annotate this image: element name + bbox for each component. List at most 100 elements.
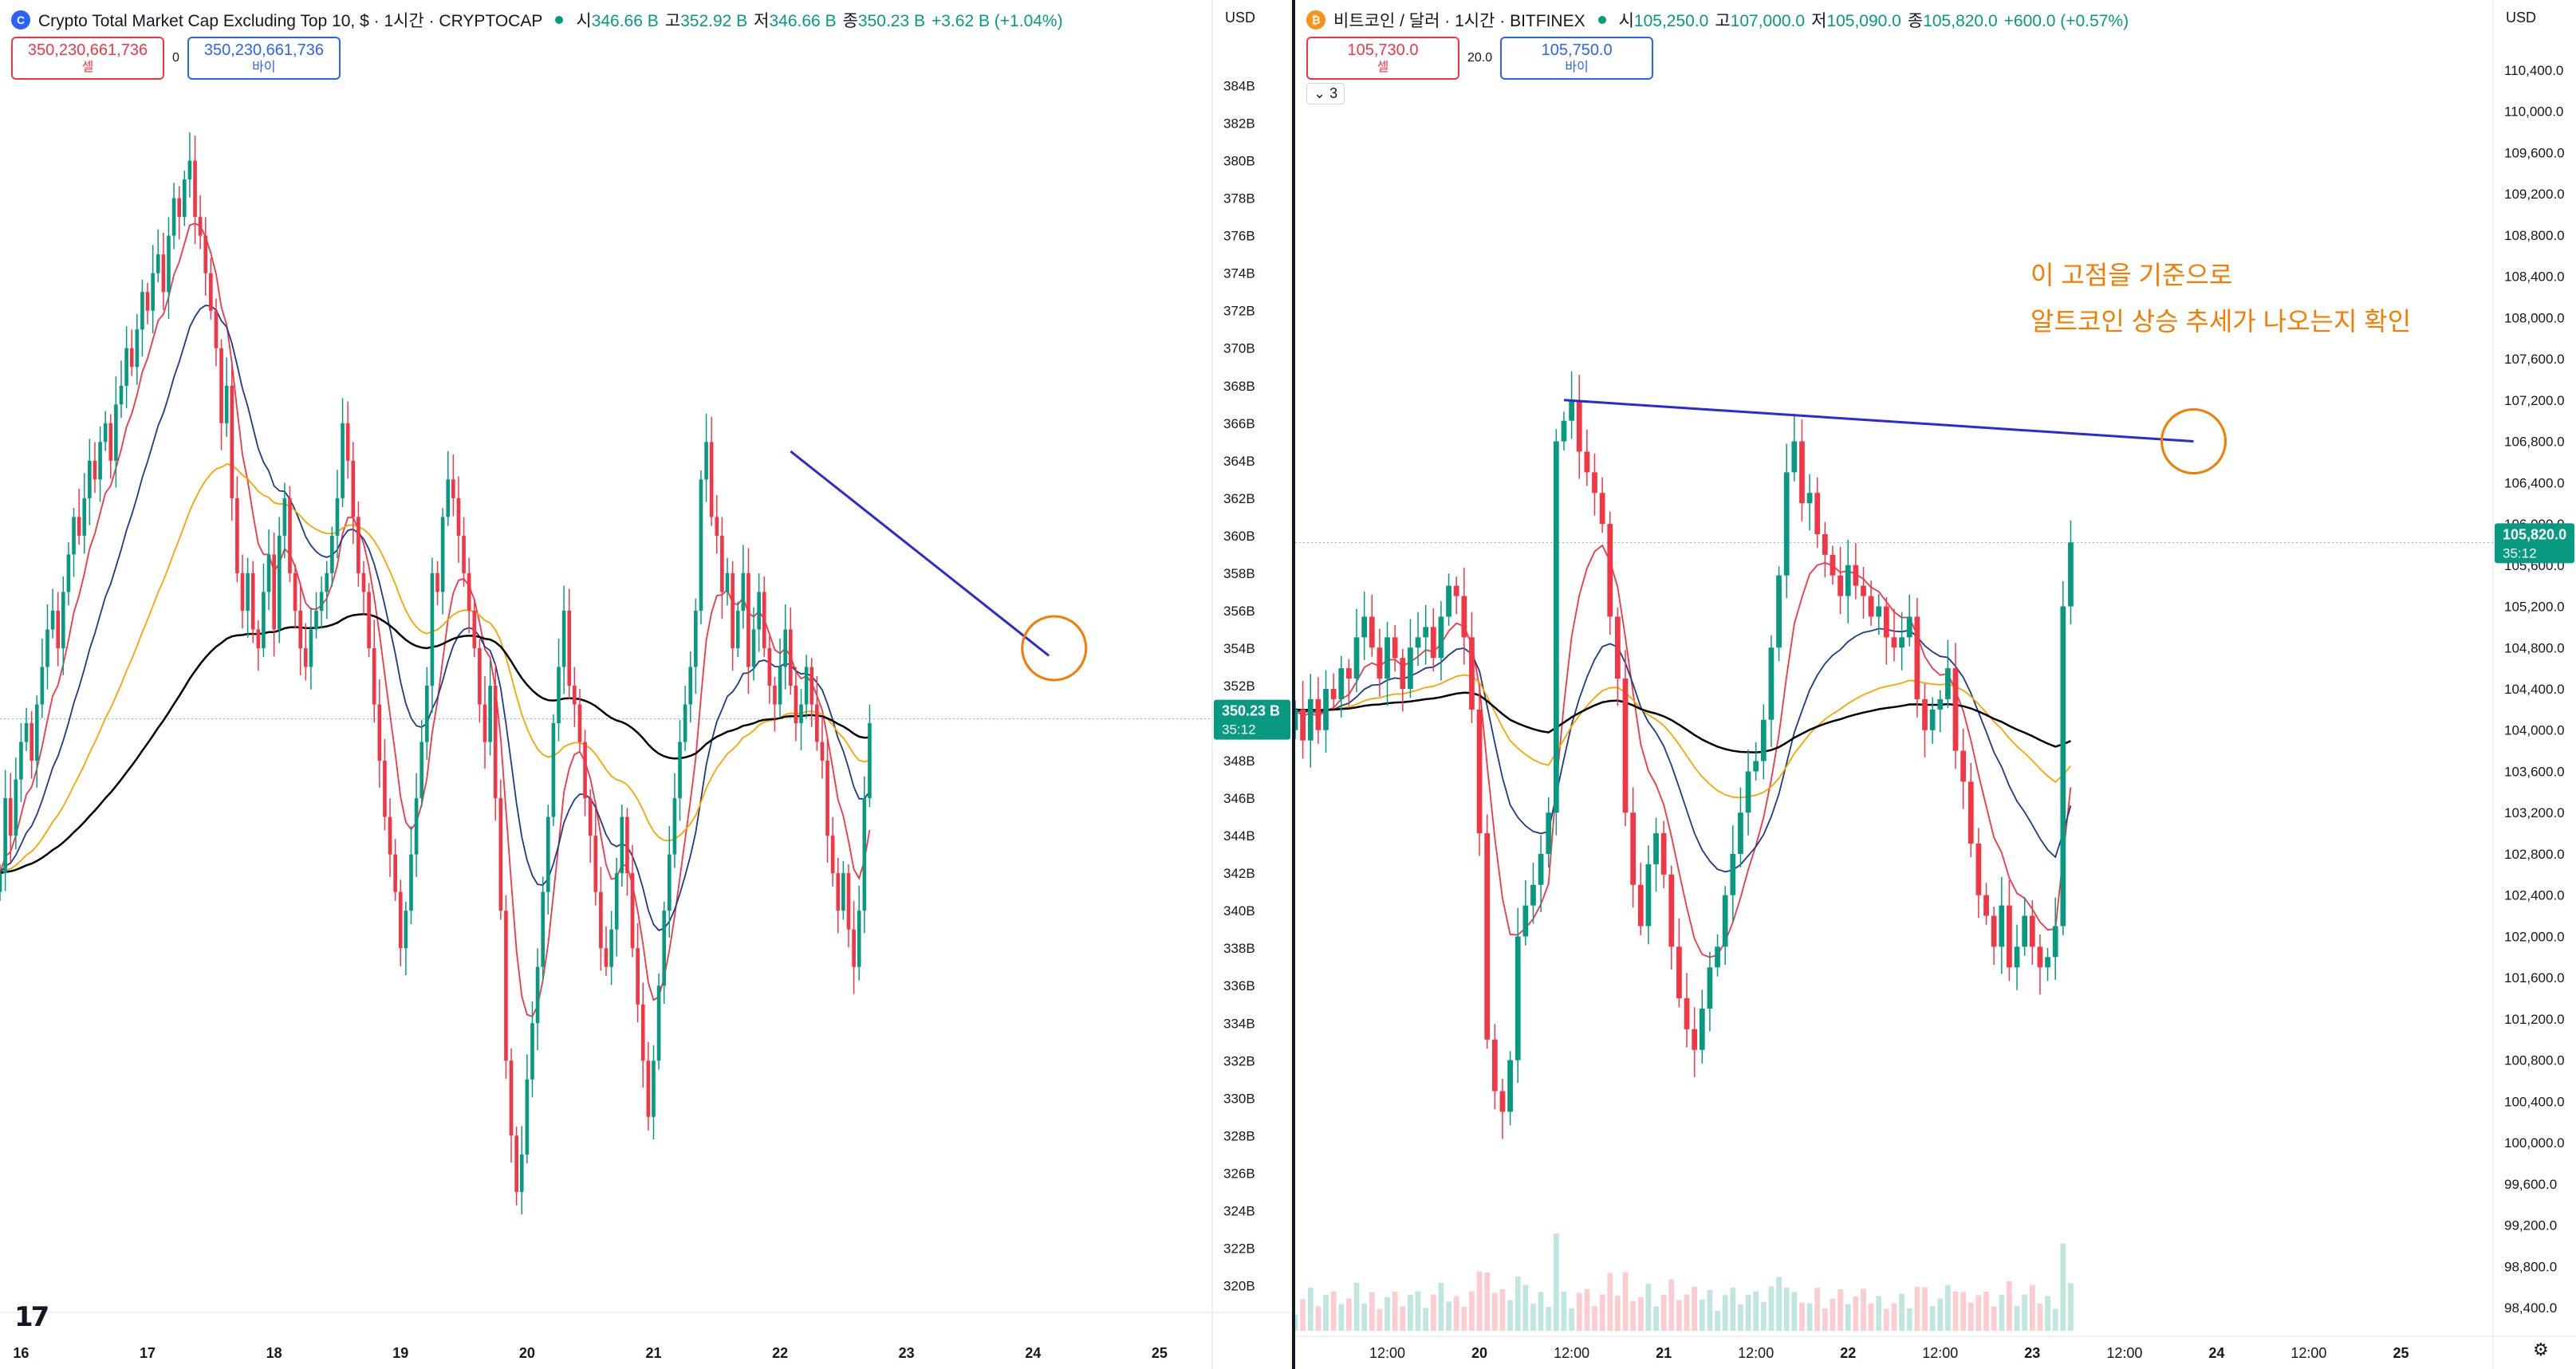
volume-bar — [1830, 1299, 1836, 1331]
left-symbol-title[interactable]: Crypto Total Market Cap Excluding Top 10… — [38, 12, 543, 30]
buy-label: 바이 — [1565, 61, 1589, 74]
buy-price: 350,230,661,736 — [203, 41, 324, 59]
ohlc-value: 352.92 B — [680, 12, 748, 30]
candle-body — [1776, 575, 1782, 648]
candle-body — [2037, 946, 2043, 968]
candle-body — [788, 629, 793, 686]
volume-bar — [1806, 1303, 1813, 1331]
volume-bar — [1668, 1279, 1675, 1331]
right-currency-label[interactable]: USD — [2506, 10, 2537, 26]
candle-body — [725, 572, 730, 592]
candle-body — [409, 854, 413, 911]
candle-body — [219, 348, 223, 423]
candle-body — [1945, 668, 1951, 699]
candle-body — [514, 1135, 518, 1192]
candle-body — [778, 667, 782, 705]
y-tick-label: 98,400.0 — [2504, 1300, 2557, 1316]
x-tick-label: 23 — [899, 1345, 915, 1361]
volume-bar — [1476, 1272, 1483, 1331]
right-chart-pane[interactable]: 110,400.0 110,000.0 109,600.0 109,200.0 108,… — [1295, 0, 2576, 1369]
volume-bar — [1692, 1287, 1698, 1331]
candle-body — [1960, 750, 1967, 782]
right-chart-canvas[interactable]: 110,400.0 110,000.0 109,600.0 109,200.0 108,… — [1295, 0, 2576, 1369]
right-symbol-title[interactable]: 비트코인 / 달러 · 1시간 · BITFINEX — [1333, 12, 1585, 30]
left-buy-button[interactable]: 350,230,661,736 바이 — [187, 37, 341, 80]
y-tick-label: 324B — [1223, 1203, 1255, 1218]
candle-body — [656, 985, 661, 1061]
y-tick-label: 384B — [1223, 79, 1255, 94]
tradingview-logo-icon[interactable]: 𝟭𝟳 — [14, 1302, 49, 1332]
price-badge-timer: 35:12 — [2503, 545, 2537, 561]
ohlc-value: 346.66 B — [769, 12, 837, 30]
candle-body — [1884, 606, 1889, 638]
y-tick-label: 336B — [1223, 978, 1255, 993]
candle-body — [699, 479, 703, 611]
candle-body — [1446, 585, 1451, 617]
candle-body — [430, 572, 435, 686]
x-tick-label: 19 — [392, 1345, 408, 1361]
volume-bar — [1615, 1296, 1621, 1331]
candle-body — [240, 572, 245, 611]
left-chart-canvas[interactable]: 384B 382B 380B 378B 376B 374B 372B 370B 368B 366B… — [0, 0, 1292, 1369]
indicator-collapse-button[interactable]: ⌄ 3 — [1306, 83, 1345, 104]
volume-bar — [1884, 1308, 1889, 1331]
candle-body — [1361, 616, 1368, 638]
volume-bar — [1330, 1291, 1337, 1331]
ohlc-key: 고 — [1715, 12, 1731, 30]
volume-bar — [2060, 1243, 2066, 1331]
right-sell-button[interactable]: 105,730.0 셀 — [1306, 37, 1459, 80]
candle-body — [2022, 915, 2028, 947]
candle-body — [757, 592, 761, 630]
price-badge — [1214, 699, 1290, 740]
volume-bar — [1814, 1288, 1821, 1331]
candle-body — [182, 179, 187, 218]
ohlc-value: +600.0 (+0.57%) — [2003, 12, 2129, 30]
volume-bar — [1753, 1291, 1759, 1331]
left-legend: C Crypto Total Market Cap Excluding Top … — [11, 8, 1069, 32]
candle-body — [1868, 596, 1874, 617]
volume-bar — [1922, 1287, 1928, 1331]
moving-average-line — [1295, 544, 2072, 958]
candle-body — [388, 816, 392, 855]
y-tick-label: 101,600.0 — [2504, 970, 2565, 985]
right-buy-button[interactable]: 105,750.0 바이 — [1500, 37, 1654, 80]
candle-body — [1315, 698, 1321, 730]
candle-body — [593, 836, 598, 892]
y-tick-label: 328B — [1223, 1128, 1255, 1143]
candle-body — [852, 929, 856, 967]
gear-icon[interactable]: ⚙ — [2533, 1339, 2549, 1359]
candle-body — [341, 423, 345, 498]
candle-body — [804, 667, 809, 705]
candle-body — [203, 235, 208, 273]
y-tick-label: 356B — [1223, 604, 1255, 619]
candle-body — [709, 442, 714, 517]
y-tick-label: 106,400.0 — [2504, 475, 2565, 490]
candle-body — [1653, 833, 1659, 864]
buy-label: 바이 — [252, 61, 276, 74]
volume-bar — [2037, 1304, 2043, 1331]
volume-bar — [1707, 1290, 1713, 1331]
y-tick-label: 108,000.0 — [2504, 310, 2565, 325]
candle-body — [82, 498, 87, 536]
candle-body — [1323, 689, 1329, 730]
left-chart-pane[interactable]: 384B 382B 380B 378B 376B 374B 372B 370B 368B 366B… — [0, 0, 1292, 1369]
candle-body — [414, 798, 419, 855]
y-tick-label: 366B — [1223, 416, 1255, 431]
candle-body — [1715, 946, 1720, 968]
volume-bar — [1999, 1295, 2005, 1331]
volume-bar — [1408, 1295, 1413, 1331]
candle-body — [1430, 627, 1436, 659]
candle-body — [773, 686, 777, 705]
volume-bar — [1491, 1292, 1498, 1331]
candle-body — [609, 929, 613, 967]
y-tick-label: 103,200.0 — [2504, 805, 2565, 820]
candle-body — [2029, 915, 2035, 947]
candle-body — [678, 742, 682, 799]
candle-body — [66, 554, 71, 592]
candle-body — [1423, 627, 1429, 638]
left-currency-label[interactable]: USD — [1225, 10, 1256, 26]
x-tick-label: 12:00 — [1369, 1345, 1405, 1361]
left-sell-button[interactable]: 350,230,661,736 셀 — [11, 37, 164, 80]
candle-body — [1660, 833, 1667, 875]
pane-divider[interactable] — [1292, 0, 1295, 1369]
